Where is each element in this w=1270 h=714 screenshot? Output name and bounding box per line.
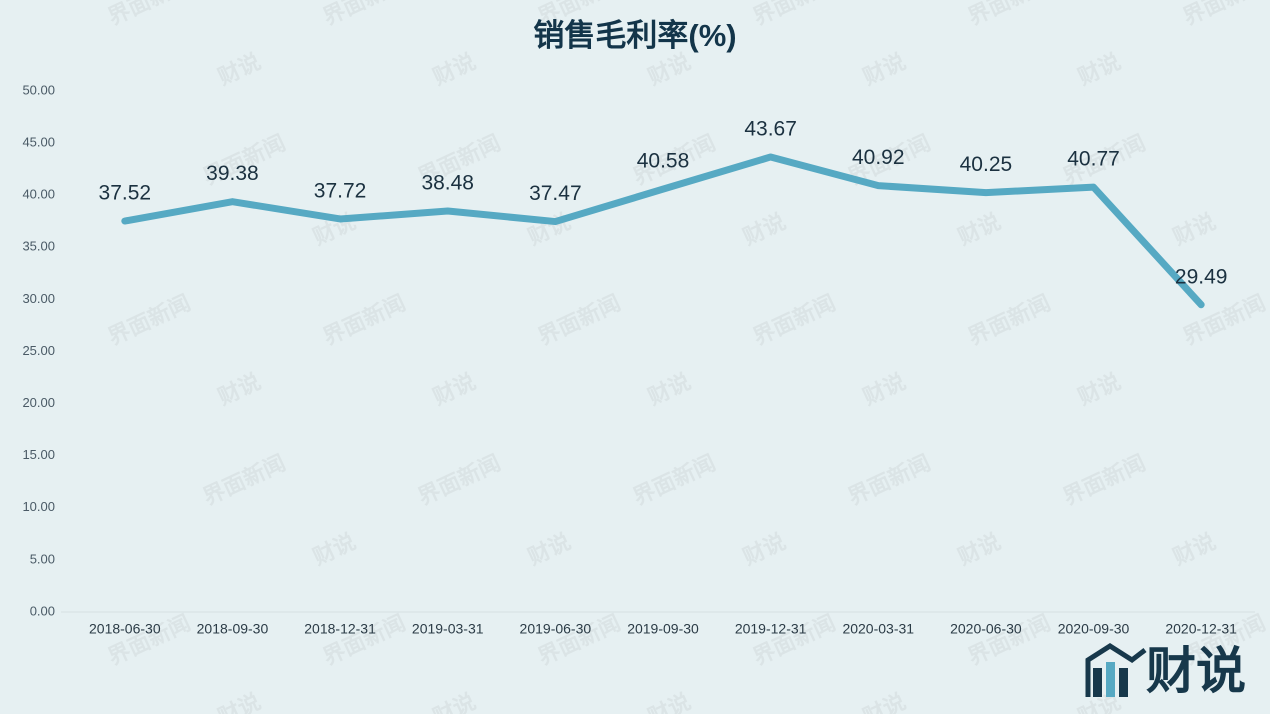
y-tick-label: 10.00 — [22, 499, 55, 514]
x-tick-label: 2020-06-30 — [950, 621, 1022, 637]
data-label: 37.47 — [529, 182, 582, 205]
x-tick-label: 2019-03-31 — [412, 621, 484, 637]
x-tick-label: 2019-06-30 — [520, 621, 592, 637]
x-tick-label: 2020-03-31 — [842, 621, 914, 637]
data-label: 40.92 — [852, 146, 905, 169]
chart-title: 销售毛利率(%) — [533, 18, 736, 53]
y-tick-label: 15.00 — [22, 447, 55, 462]
x-tick-label: 2018-09-30 — [197, 621, 269, 637]
logo-icon — [1093, 668, 1102, 697]
logo-icon — [1085, 643, 1147, 697]
y-tick-label: 0.00 — [30, 603, 55, 618]
y-tick-label: 40.00 — [22, 187, 55, 202]
y-tick-label: 45.00 — [22, 135, 55, 150]
y-tick-label: 20.00 — [22, 395, 55, 410]
data-label: 40.25 — [960, 153, 1013, 176]
x-tick-label: 2019-09-30 — [627, 621, 699, 637]
x-tick-label: 2018-12-31 — [304, 621, 376, 637]
data-label: 43.67 — [744, 118, 797, 141]
data-label: 29.49 — [1175, 265, 1228, 288]
y-tick-label: 5.00 — [30, 551, 55, 566]
logo-text: 财说 — [1146, 643, 1246, 699]
logo: 财说 — [1085, 643, 1246, 699]
data-label: 37.72 — [314, 180, 367, 203]
y-tick-label: 50.00 — [22, 82, 55, 97]
logo-icon — [1119, 668, 1128, 697]
x-tick-label: 2018-06-30 — [89, 621, 161, 637]
data-label: 37.52 — [99, 182, 152, 205]
x-tick-label: 2019-12-31 — [735, 621, 807, 637]
data-label: 40.58 — [637, 150, 690, 173]
y-tick-label: 35.00 — [22, 239, 55, 254]
data-label: 38.48 — [421, 172, 474, 195]
y-tick-label: 30.00 — [22, 291, 55, 306]
data-line — [121, 153, 1205, 309]
y-tick-label: 25.00 — [22, 343, 55, 358]
x-tick-label: 2020-09-30 — [1058, 621, 1130, 637]
data-label: 39.38 — [206, 162, 259, 185]
data-label: 40.77 — [1067, 148, 1120, 171]
x-tick-label: 2020-12-31 — [1165, 621, 1237, 637]
logo-icon — [1106, 662, 1115, 697]
